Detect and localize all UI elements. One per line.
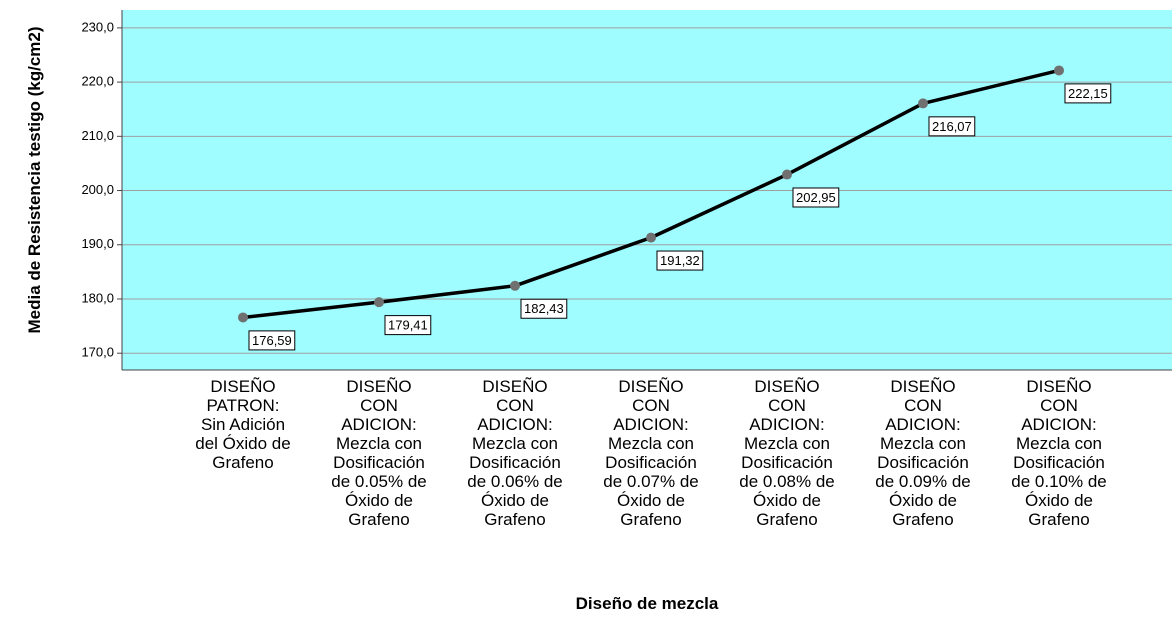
value-label: 179,41 [384, 315, 432, 336]
y-tick-label: 230,0 [81, 19, 114, 34]
y-axis-title: Media de Resistencia testigo (kg/cm2) [25, 26, 44, 334]
value-label-text: 216,07 [932, 119, 972, 134]
x-tick-label: DISEÑO CON ADICION: Mezcla con Dosificac… [467, 377, 563, 529]
y-tick-label: 170,0 [81, 345, 114, 360]
data-point [782, 169, 792, 180]
value-label: 182,43 [520, 298, 568, 319]
y-tick-label: 220,0 [81, 74, 114, 89]
value-label: 216,07 [928, 116, 976, 137]
x-tick-label: DISEÑO CON ADICION: Mezcla con Dosificac… [603, 377, 699, 529]
y-tick-label: 190,0 [81, 236, 114, 251]
y-tick-label: 180,0 [81, 290, 114, 305]
data-point [374, 297, 384, 308]
data-point [918, 98, 928, 109]
x-tick-label: DISEÑO CON ADICION: Mezcla con Dosificac… [739, 377, 835, 529]
x-tick-label: DISEÑO CON ADICION: Mezcla con Dosificac… [331, 377, 427, 529]
value-label-box [656, 250, 704, 271]
value-label-box [792, 187, 840, 208]
y-tick-label: 200,0 [81, 182, 114, 197]
x-tick-label: DISEÑO PATRON: Sin Adición del Óxido de … [195, 377, 291, 472]
data-point [646, 232, 656, 243]
value-label-text: 222,15 [1068, 86, 1108, 101]
value-label-text: 182,43 [524, 301, 564, 316]
value-label: 176,59 [248, 330, 296, 351]
data-point [1054, 65, 1064, 76]
value-label-text: 176,59 [252, 333, 292, 348]
value-label: 202,95 [792, 187, 840, 208]
data-point [238, 312, 248, 323]
value-label-box [520, 298, 568, 319]
x-tick-label: DISEÑO CON ADICION: Mezcla con Dosificac… [875, 377, 971, 529]
plot-background [122, 10, 1172, 370]
value-label-text: 202,95 [796, 190, 836, 205]
x-tick-label: DISEÑO CON ADICION: Mezcla con Dosificac… [1011, 377, 1107, 529]
x-axis-title: Diseño de mezcla [575, 594, 719, 613]
y-tick-label: 210,0 [81, 128, 114, 143]
data-point [510, 280, 520, 291]
value-label: 191,32 [656, 250, 704, 271]
value-label-text: 191,32 [660, 253, 700, 268]
value-label-box [384, 315, 432, 336]
value-label-box [1064, 83, 1112, 104]
value-label-text: 179,41 [388, 318, 428, 333]
value-label-box [248, 330, 296, 351]
value-label: 222,15 [1064, 83, 1112, 104]
value-label-box [928, 116, 976, 137]
